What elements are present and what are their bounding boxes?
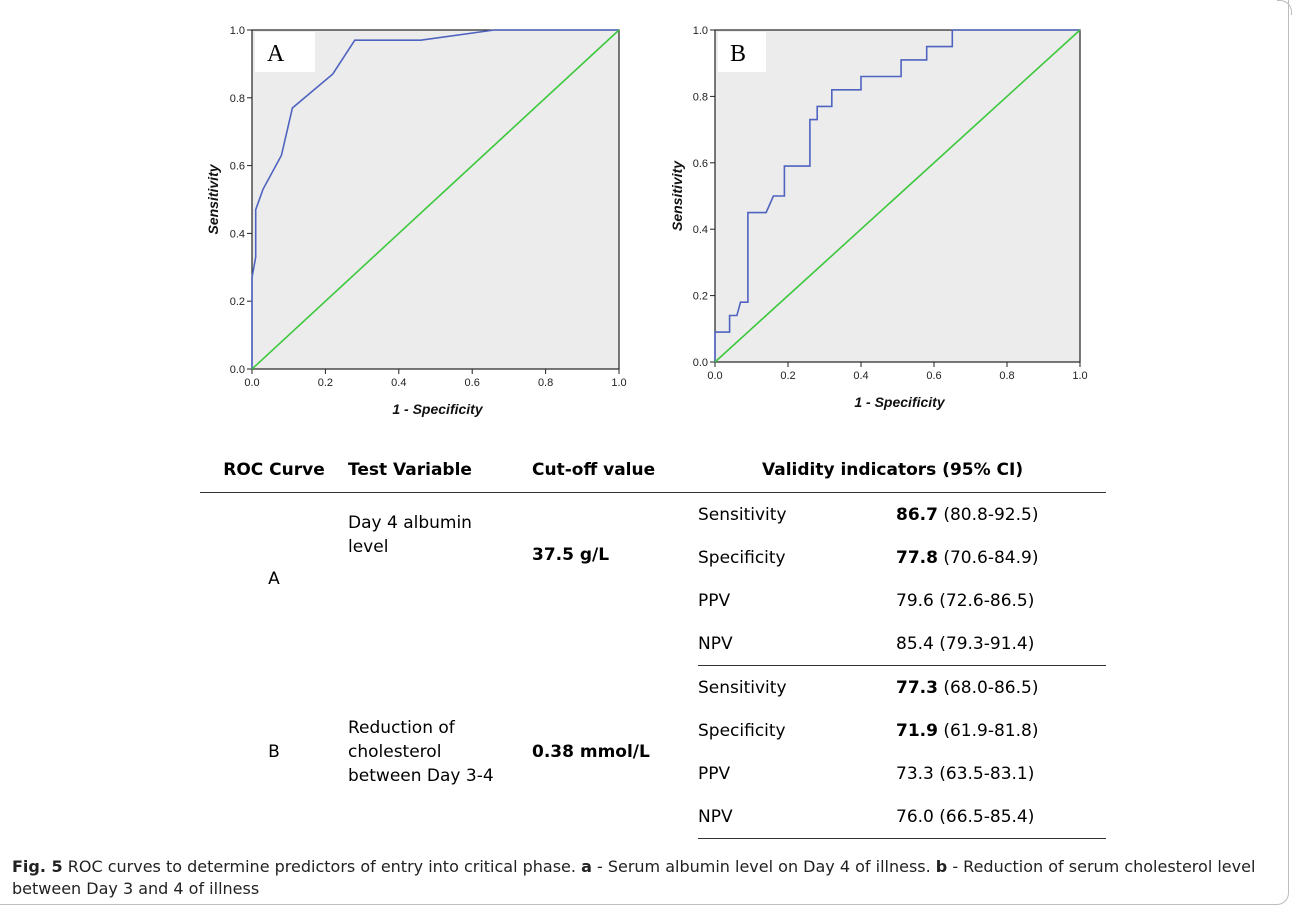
table-row: Specificity 77.8 (70.6-84.9)	[200, 536, 1106, 579]
caption-text: ROC curves to determine predictors of en…	[62, 857, 582, 876]
roc-chart-b: B 0.0 0.2 0.4 0.6 0.8 1.0 0.0 0.2 0.4 0.6 0.8 1.0 1 -…	[669, 25, 1088, 410]
cutoff-cell: 37.5 g/L	[532, 493, 698, 666]
reference-line	[714, 29, 1081, 363]
x-tick-label: 0.0	[707, 370, 722, 382]
value-cell: 85.4 (79.3-91.4)	[896, 622, 1106, 666]
y-tick-label: 0.0	[230, 364, 245, 376]
indicator-cell: Sensitivity	[698, 504, 787, 525]
table-row: PPV 79.6 (72.6-86.5)	[200, 579, 1106, 622]
x-tick-label: 0.2	[318, 377, 333, 389]
x-tick-label: 0.4	[391, 377, 406, 389]
curve-cell: A	[268, 569, 280, 590]
x-tick-label: 0.8	[999, 370, 1014, 382]
roc-curve-line	[251, 29, 619, 369]
value-ci: 85.4 (79.3-91.4)	[896, 633, 1035, 654]
y-axis-title: Sensitivity	[669, 160, 685, 231]
header-validity: Validity indicators (95% CI)	[698, 448, 1106, 493]
header-cutoff: Cut-off value	[532, 448, 698, 493]
variable-cell: Day 4 albumin level	[348, 493, 532, 666]
y-tick-label: 0.6	[230, 161, 245, 173]
value-ci: (68.0-86.5)	[937, 677, 1039, 698]
table-row: PPV 73.3 (63.5-83.1)	[200, 752, 1106, 795]
y-tick-label: 0.4	[230, 228, 245, 240]
value-cell: 71.9 (61.9-81.8)	[896, 709, 1106, 752]
table-row: Specificity 71.9 (61.9-81.8)	[200, 709, 1106, 752]
y-axis-title: Sensitivity	[205, 163, 221, 234]
table-row: NPV 76.0 (66.5-85.4)	[200, 795, 1106, 839]
value-cell: 77.8 (70.6-84.9)	[896, 536, 1106, 579]
y-tick-label: 0.8	[230, 93, 245, 105]
value-cell: 73.3 (63.5-83.1)	[896, 752, 1106, 795]
value-bold: 77.8	[896, 547, 938, 568]
x-tick-label: 1.0	[611, 377, 626, 389]
indicator-cell: Sensitivity	[698, 677, 787, 698]
table-header-row: ROC Curve Test Variable Cut-off value Va…	[200, 448, 1106, 493]
x-tick-label: 0.6	[926, 370, 941, 382]
indicator-cell: NPV	[698, 622, 896, 666]
x-tick-label: 0.6	[465, 377, 480, 389]
caption-fig-label: Fig. 5	[12, 857, 63, 876]
y-tick-label: 0.8	[693, 91, 708, 103]
table-row: B Reduction of cholesterol between Day 3…	[200, 666, 1106, 787]
value-bold: 77.3	[896, 677, 938, 698]
y-tick-label: 0.6	[693, 158, 708, 170]
value-ci: (80.8-92.5)	[937, 504, 1039, 525]
value-cell: 86.7 (80.8-92.5)	[896, 493, 1106, 537]
value-bold: 86.7	[896, 504, 938, 525]
roc-chart-a: A 0.0 0.2 0.4 0.6 0.8 1.0 0.0 0.2 0.4 0.6 0.8 1.0 1 -…	[205, 25, 627, 417]
value-cell: 76.0 (66.5-85.4)	[896, 795, 1106, 839]
figure-caption: Fig. 5 ROC curves to determine predictor…	[12, 856, 1272, 900]
x-tick-label: 0.8	[538, 377, 553, 389]
y-tick-label: 0.2	[693, 291, 708, 303]
cutoff-cell: 0.38 mmol/L	[532, 742, 650, 762]
validity-table: ROC Curve Test Variable Cut-off value Va…	[200, 448, 1106, 839]
indicator-cell: Specificity	[698, 720, 786, 741]
value-bold: 71.9	[896, 720, 938, 741]
panel-label: A	[267, 41, 285, 67]
caption-a-label: a	[581, 857, 592, 876]
y-tick-label: 0.2	[230, 296, 245, 308]
header-roc-curve: ROC Curve	[200, 448, 348, 493]
x-tick-label: 0.4	[853, 370, 868, 382]
caption-b-label: b	[935, 857, 948, 876]
x-tick-label: 0.2	[780, 370, 795, 382]
indicator-cell: PPV	[698, 763, 731, 784]
y-tick-label: 1.0	[693, 25, 708, 37]
caption-text: - Serum albumin level on Day 4 of illnes…	[591, 857, 936, 876]
panel-label-box	[718, 32, 766, 72]
variable-text: Day 4 albumin level	[348, 513, 472, 557]
y-tick-label: 0.0	[693, 357, 708, 369]
indicator-cell: NPV	[698, 795, 896, 839]
reference-line	[251, 29, 620, 370]
y-tick-label: 0.4	[693, 224, 708, 236]
x-tick-label: 1.0	[1072, 370, 1087, 382]
x-axis-title: 1 - Specificity	[392, 401, 483, 417]
indicator-cell: PPV	[698, 590, 731, 611]
value-ci: 73.3 (63.5-83.1)	[896, 763, 1035, 784]
table-row: A Day 4 albumin level 37.5 g/L Sensitivi…	[200, 493, 1106, 590]
x-axis-title: 1 - Specificity	[854, 394, 945, 410]
value-ci: 79.6 (72.6-86.5)	[896, 590, 1035, 611]
variable-cell: Reduction of cholesterol between Day 3-4	[348, 666, 532, 839]
value-cell: 79.6 (72.6-86.5)	[896, 579, 1106, 622]
variable-text: Reduction of cholesterol between Day 3-4	[348, 718, 494, 786]
caption-text: - Reduction of serum cholesterol level b…	[12, 857, 1256, 898]
panel-label-box	[255, 32, 315, 72]
cutoff-text: 37.5 g/L	[532, 545, 610, 566]
panel-label: B	[730, 41, 746, 67]
y-tick-label: 1.0	[230, 25, 245, 37]
value-ci: 76.0 (66.5-85.4)	[896, 806, 1035, 827]
value-ci: (70.6-84.9)	[937, 547, 1039, 568]
indicator-cell: Specificity	[698, 547, 786, 568]
value-cell: 77.3 (68.0-86.5)	[896, 666, 1106, 710]
x-tick-label: 0.0	[244, 377, 259, 389]
table-row: NPV 85.4 (79.3-91.4)	[200, 622, 1106, 666]
header-test-variable: Test Variable	[348, 448, 532, 493]
value-ci: (61.9-81.8)	[937, 720, 1039, 741]
roc-curve-line	[714, 29, 1080, 362]
curve-cell: B	[268, 742, 280, 762]
